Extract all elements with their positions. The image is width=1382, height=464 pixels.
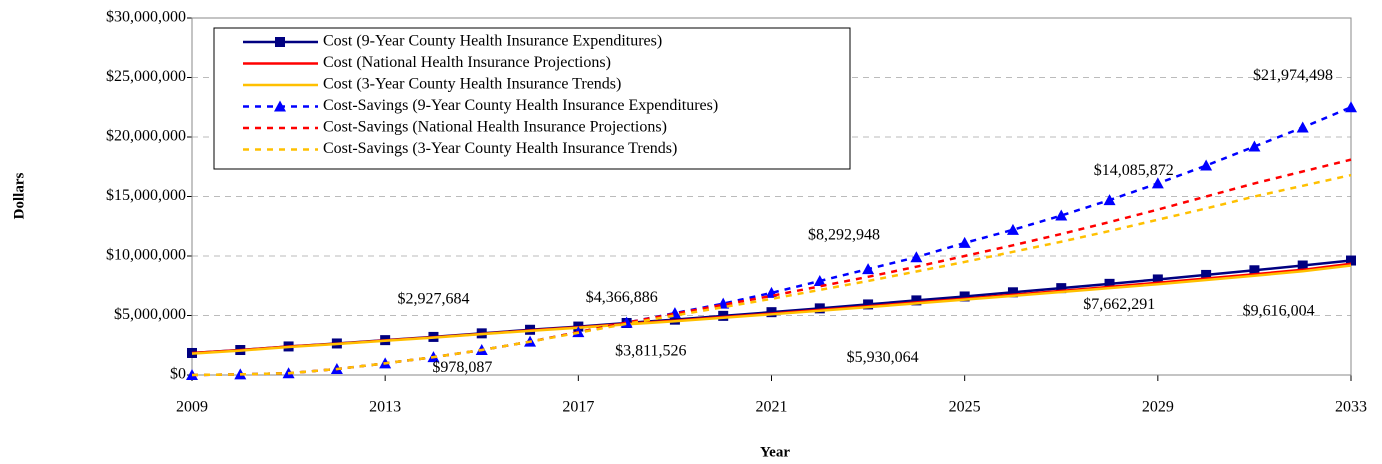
marker [1297, 260, 1308, 271]
legend-label: Cost-Savings (3-Year County Health Insur… [323, 140, 677, 157]
marker [1103, 194, 1116, 206]
x-tick-label: 2033 [1335, 399, 1367, 416]
marker [1200, 159, 1213, 171]
x-tick-label: 2025 [949, 399, 981, 416]
marker [1201, 269, 1212, 280]
marker [958, 236, 971, 248]
legend-label: Cost (National Health Insurance Projecti… [323, 54, 611, 71]
legend-label: Cost-Savings (National Health Insurance … [323, 119, 667, 136]
marker [863, 299, 874, 310]
y-tick-label: $5,000,000 [114, 306, 186, 323]
annotation: $3,811,526 [615, 342, 686, 359]
marker [1104, 278, 1115, 289]
y-axis-label: Dollars [11, 173, 27, 220]
y-tick-label: $10,000,000 [106, 247, 186, 264]
legend-label: Cost-Savings (9-Year County Health Insur… [323, 97, 718, 114]
y-tick-label: $15,000,000 [106, 187, 186, 204]
marker [1006, 223, 1019, 235]
marker [1248, 140, 1261, 152]
marker [1152, 274, 1163, 285]
marker [1345, 101, 1357, 113]
annotation: $14,085,872 [1094, 162, 1174, 179]
legend-box [213, 27, 851, 170]
marker [959, 291, 970, 302]
plot-frame [191, 17, 1352, 376]
y-tick-label: $0 [170, 366, 186, 383]
marker [1346, 255, 1356, 266]
annotation: $2,927,684 [397, 291, 469, 308]
marker [813, 274, 826, 286]
marker [766, 307, 777, 318]
annotation: $4,366,886 [586, 289, 658, 306]
annotation: $21,974,498 [1253, 67, 1333, 84]
legend-label: Cost (9-Year County Health Insurance Exp… [323, 33, 662, 50]
x-axis-label: Year [760, 444, 790, 460]
marker [910, 251, 923, 263]
x-tick-label: 2017 [562, 399, 594, 416]
series-line [191, 264, 1352, 355]
annotation: $9,616,004 [1243, 303, 1315, 320]
marker [1055, 209, 1068, 221]
legend-marker [274, 100, 286, 112]
series-line [191, 259, 1352, 355]
marker [1151, 177, 1164, 189]
annotation: $7,662,291 [1083, 296, 1155, 313]
legend-label: Cost (3-Year County Health Insurance Tre… [323, 76, 621, 93]
annotation: $5,930,064 [847, 349, 919, 366]
marker [1249, 265, 1260, 276]
marker [1056, 283, 1067, 294]
marker [862, 263, 875, 275]
y-tick-label: $25,000,000 [106, 68, 186, 85]
marker [814, 303, 825, 314]
x-tick-label: 2021 [756, 399, 788, 416]
annotation: $8,292,948 [808, 226, 880, 243]
marker [1296, 121, 1309, 133]
y-tick-label: $30,000,000 [106, 9, 186, 26]
x-tick-label: 2029 [1142, 399, 1174, 416]
x-tick-label: 2013 [369, 399, 401, 416]
marker [1007, 287, 1018, 298]
x-tick-label: 2009 [176, 399, 208, 416]
marker [911, 295, 922, 306]
legend-marker [275, 37, 285, 47]
annotation: $978,087 [432, 359, 492, 376]
series-line [191, 173, 1352, 377]
y-tick-label: $20,000,000 [106, 128, 186, 145]
